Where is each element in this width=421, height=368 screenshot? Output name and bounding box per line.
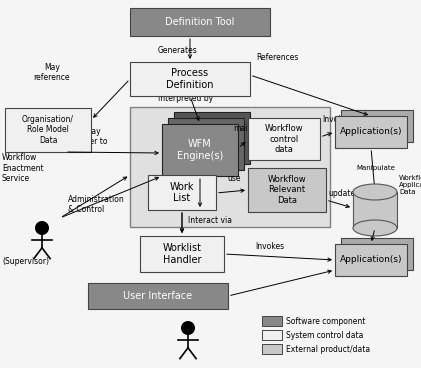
- Bar: [148, 175, 216, 210]
- Bar: [168, 118, 244, 170]
- Bar: [162, 124, 238, 176]
- Bar: [262, 330, 282, 340]
- Bar: [130, 62, 250, 96]
- Bar: [353, 192, 397, 228]
- Text: WFM
Engine(s): WFM Engine(s): [177, 139, 223, 161]
- Bar: [130, 107, 330, 227]
- Text: (Supervisor): (Supervisor): [2, 257, 49, 266]
- Bar: [341, 238, 413, 270]
- Text: Workflow
control
data: Workflow control data: [265, 124, 303, 154]
- Bar: [248, 118, 320, 160]
- Circle shape: [182, 322, 195, 334]
- Text: update: update: [328, 189, 355, 198]
- Text: Process
Definition: Process Definition: [166, 68, 214, 90]
- Text: Organisation/
Role Model
Data: Organisation/ Role Model Data: [22, 115, 74, 145]
- Text: User Interface: User Interface: [123, 291, 192, 301]
- Text: Application(s): Application(s): [340, 127, 402, 137]
- Text: Work
List: Work List: [170, 182, 194, 203]
- Text: Manipulate: Manipulate: [356, 165, 395, 171]
- Bar: [140, 236, 224, 272]
- Ellipse shape: [353, 184, 397, 200]
- Text: Administration
& Control: Administration & Control: [68, 195, 125, 214]
- Text: Interpreted by: Interpreted by: [158, 94, 213, 103]
- Text: may
refer to: may refer to: [79, 127, 107, 146]
- Text: Application(s): Application(s): [340, 255, 402, 265]
- Bar: [335, 244, 407, 276]
- Text: use: use: [227, 174, 240, 183]
- Bar: [335, 116, 407, 148]
- Text: Invokes: Invokes: [255, 242, 284, 251]
- Text: Interact via: Interact via: [188, 216, 232, 225]
- Text: Workflow
Enactment
Service: Workflow Enactment Service: [2, 153, 44, 183]
- Text: System control data: System control data: [286, 330, 363, 340]
- Text: Worklist
Handler: Worklist Handler: [163, 243, 202, 265]
- Bar: [262, 316, 282, 326]
- Ellipse shape: [353, 220, 397, 236]
- Text: External product/data: External product/data: [286, 344, 370, 354]
- Text: References: References: [256, 53, 298, 62]
- Text: maintain: maintain: [233, 124, 267, 133]
- Bar: [174, 112, 250, 164]
- Text: Workflow
Application
Data: Workflow Application Data: [399, 175, 421, 195]
- Text: May
reference: May reference: [34, 63, 70, 82]
- Text: Generates: Generates: [158, 46, 198, 55]
- Bar: [5, 108, 91, 152]
- Text: Invokes: Invokes: [322, 115, 351, 124]
- Circle shape: [36, 222, 48, 234]
- Text: Workflow
Relevant
Data: Workflow Relevant Data: [268, 175, 306, 205]
- Text: Definition Tool: Definition Tool: [165, 17, 234, 27]
- Text: Software component: Software component: [286, 316, 365, 326]
- Bar: [341, 110, 413, 142]
- Bar: [88, 283, 228, 309]
- Bar: [262, 344, 282, 354]
- Bar: [248, 168, 326, 212]
- Bar: [130, 8, 270, 36]
